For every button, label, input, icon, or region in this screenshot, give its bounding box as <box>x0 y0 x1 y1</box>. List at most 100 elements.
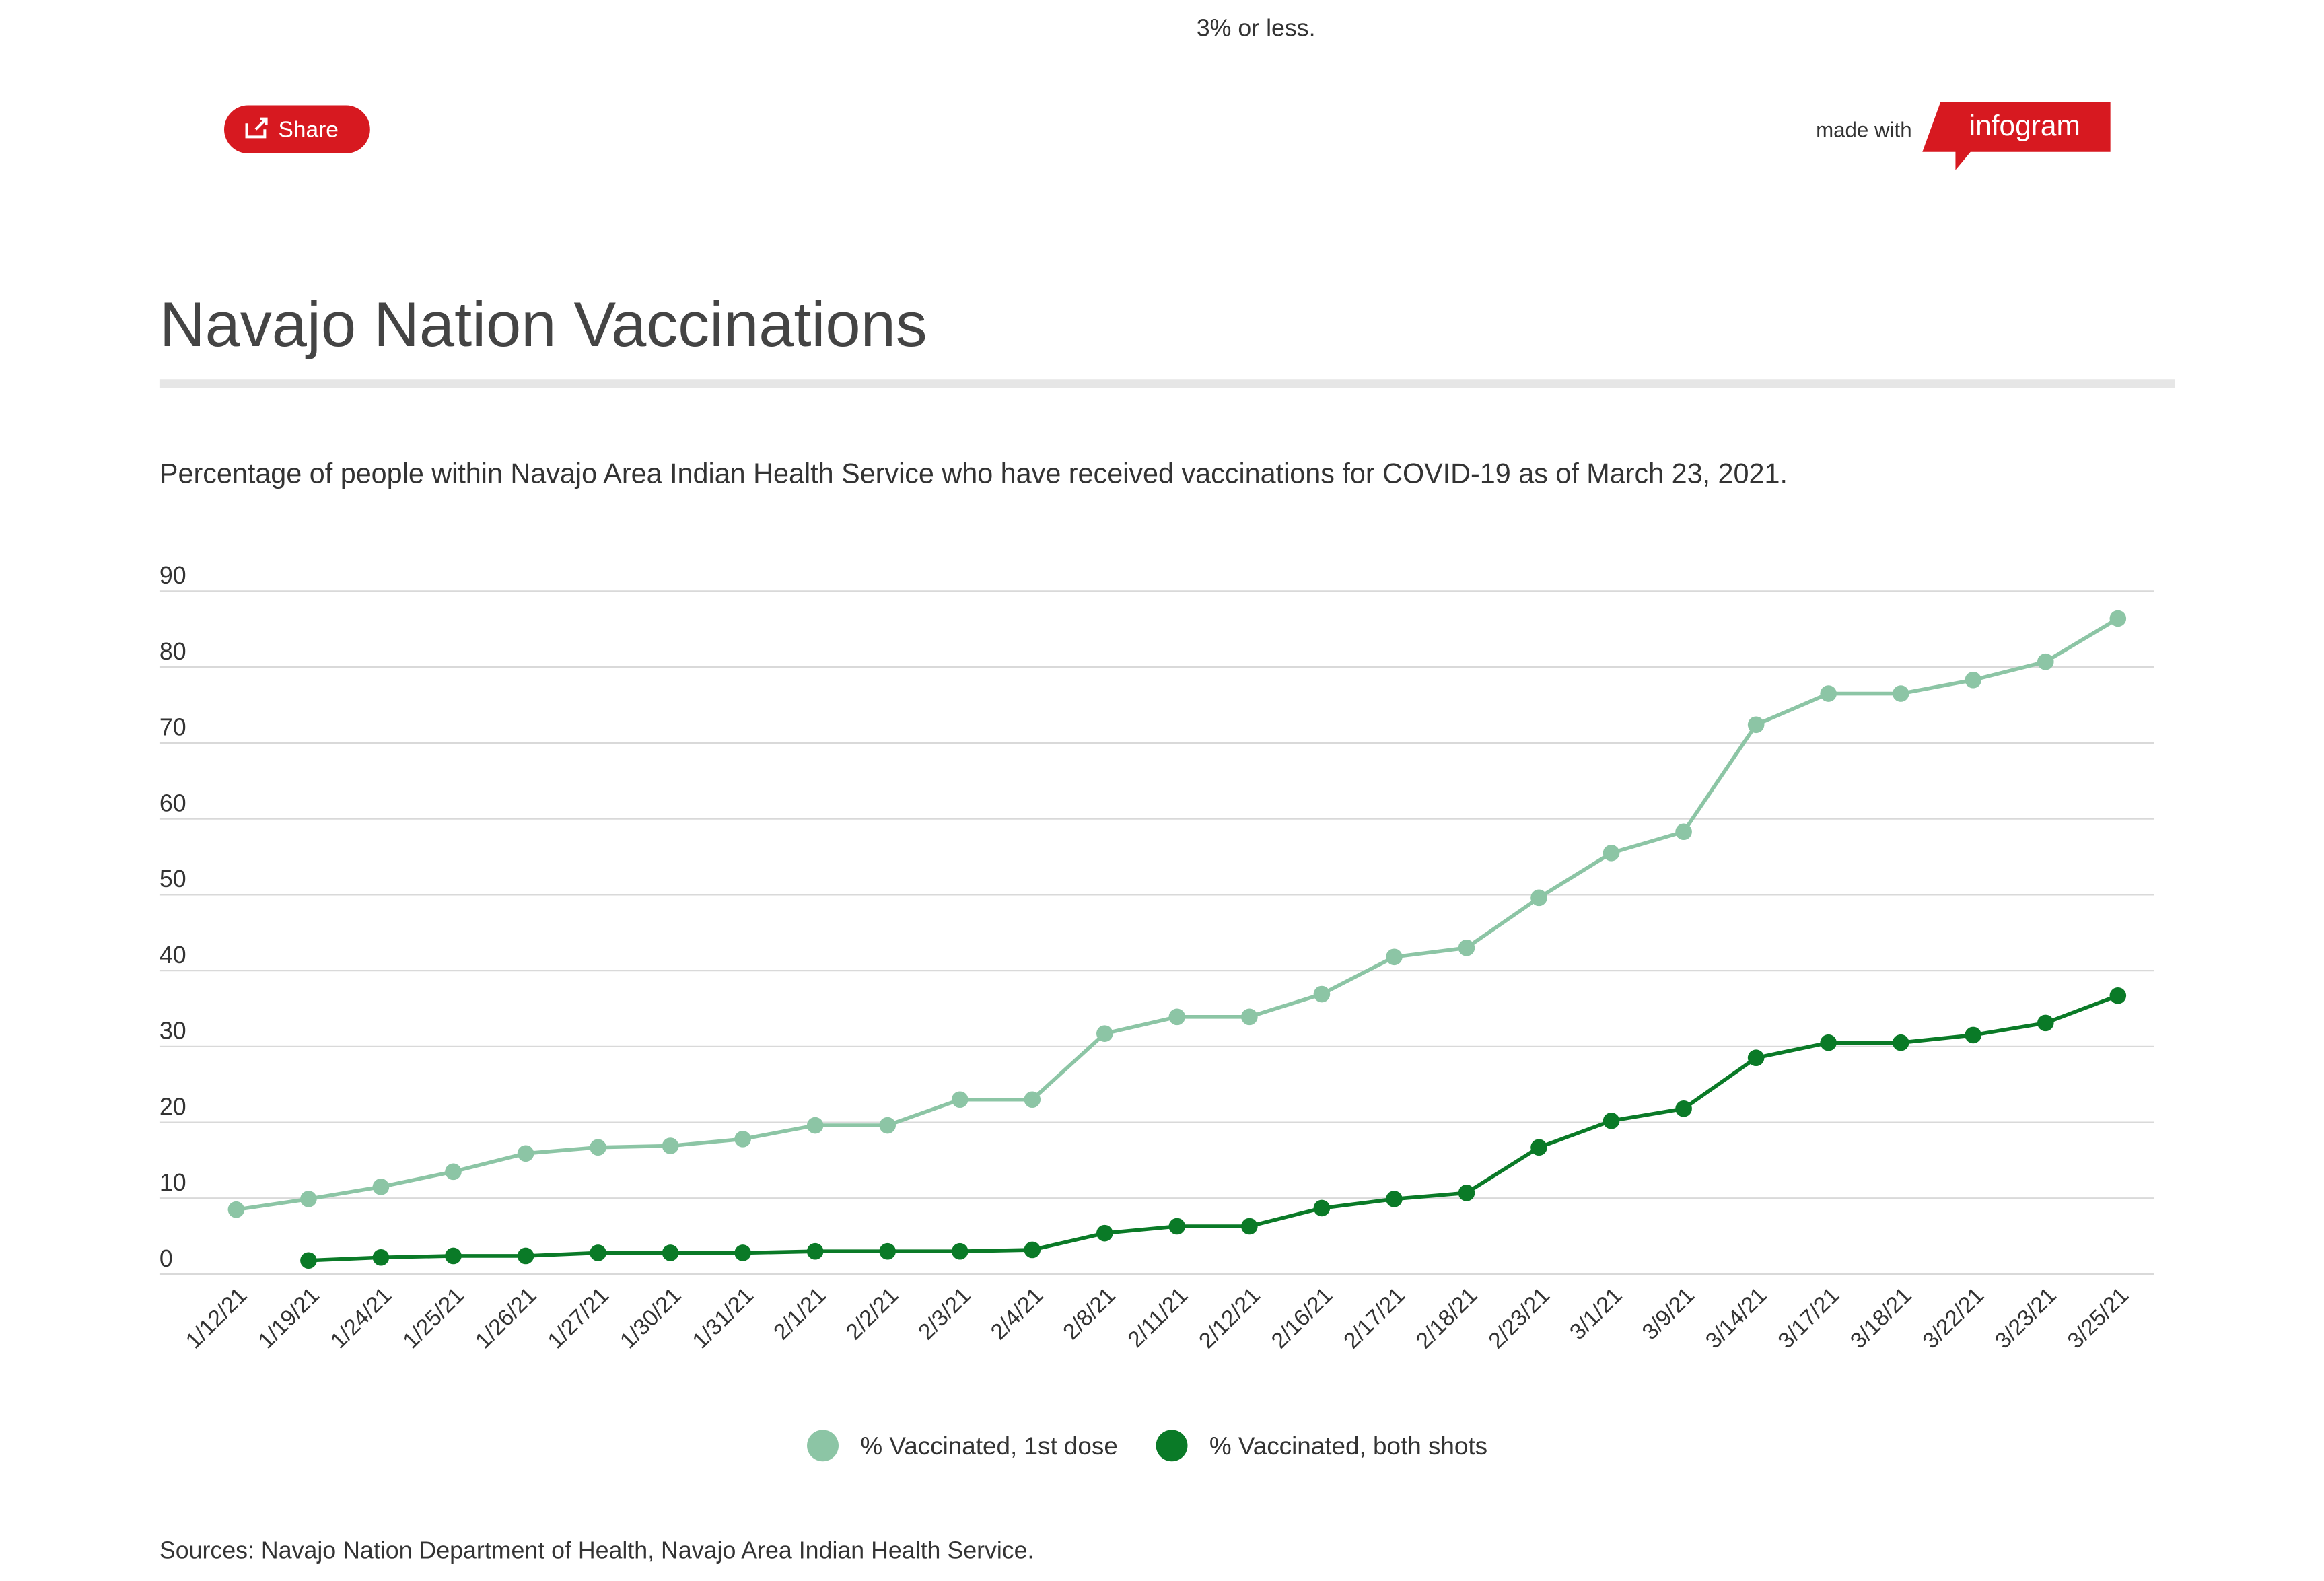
x-tick-label: 3/25/21 <box>2063 1283 2134 1354</box>
data-point <box>1603 845 1620 862</box>
data-point <box>1096 1025 1113 1042</box>
x-tick-label: 2/2/21 <box>841 1283 903 1345</box>
x-tick-label: 3/17/21 <box>1773 1283 1844 1354</box>
data-point <box>1820 1034 1837 1051</box>
data-point <box>734 1244 751 1261</box>
data-point <box>662 1137 679 1154</box>
data-point <box>1024 1091 1041 1109</box>
data-point <box>1675 1100 1692 1117</box>
x-tick-label: 3/9/21 <box>1638 1283 1699 1345</box>
data-point <box>951 1091 969 1109</box>
x-tick-label: 1/19/21 <box>254 1283 324 1354</box>
data-point <box>445 1247 462 1265</box>
data-point <box>662 1244 679 1261</box>
data-point <box>1530 1139 1547 1156</box>
header-note: 3% or less. <box>1197 15 1316 42</box>
data-point <box>372 1249 390 1266</box>
x-tick-label: 1/31/21 <box>688 1283 759 1354</box>
x-tick-label: 2/23/21 <box>1484 1283 1555 1354</box>
share-bg[interactable] <box>224 105 370 153</box>
y-tick-label: 40 <box>160 942 186 969</box>
data-point <box>951 1242 969 1260</box>
data-point <box>734 1131 751 1148</box>
data-point <box>879 1117 896 1134</box>
x-tick-label: 1/27/21 <box>543 1283 614 1354</box>
data-point <box>590 1139 606 1156</box>
y-tick-label: 50 <box>160 866 186 892</box>
series-line <box>308 993 2119 1263</box>
data-point <box>1241 1218 1258 1235</box>
x-tick-label: 2/12/21 <box>1195 1283 1265 1354</box>
y-tick-label: 90 <box>160 562 186 589</box>
y-tick-label: 10 <box>160 1169 186 1196</box>
x-tick-label: 3/1/21 <box>1565 1283 1627 1345</box>
y-tick-label: 60 <box>160 789 186 816</box>
data-point <box>1168 1008 1186 1026</box>
legend-swatch <box>1156 1430 1188 1462</box>
made-with: made with <box>1816 118 1912 141</box>
y-tick-label: 30 <box>160 1018 186 1045</box>
data-point <box>1313 985 1331 1003</box>
share-button[interactable]: Share <box>224 105 370 153</box>
data-point <box>1892 685 1909 702</box>
chart-title: Navajo Nation Vaccinations <box>160 289 927 359</box>
data-point <box>1313 1199 1331 1217</box>
y-tick-label: 0 <box>160 1245 173 1272</box>
data-point <box>1965 671 1982 689</box>
x-tick-label: 2/3/21 <box>914 1283 976 1345</box>
legend-label: % Vaccinated, both shots <box>1209 1432 1487 1460</box>
data-point <box>2037 653 2054 670</box>
data-point <box>1747 716 1765 734</box>
x-tick-label: 2/16/21 <box>1267 1283 1337 1354</box>
data-point <box>806 1117 824 1134</box>
data-point <box>1458 939 1475 956</box>
x-tick-label: 3/18/21 <box>1846 1283 1917 1354</box>
y-tick-label: 20 <box>160 1093 186 1120</box>
share-icon[interactable] <box>245 117 268 139</box>
chart-source: Sources: Navajo Nation Department of Hea… <box>160 1537 1034 1564</box>
data-point <box>1675 823 1692 841</box>
data-point <box>1458 1185 1475 1201</box>
data-point <box>2109 987 2127 1004</box>
x-tick-label: 2/11/21 <box>1123 1283 1193 1352</box>
share-label[interactable]: Share <box>278 117 338 142</box>
data-point <box>1096 1224 1113 1242</box>
y-tick-label: 80 <box>160 638 186 665</box>
data-point <box>1168 1218 1186 1235</box>
brand-logo[interactable] <box>1922 102 2111 170</box>
data-point <box>300 1252 317 1269</box>
data-point <box>590 1244 606 1261</box>
data-point <box>1965 1026 1982 1044</box>
x-tick-label: 1/12/21 <box>181 1283 252 1354</box>
x-tick-label: 2/17/21 <box>1339 1283 1410 1354</box>
data-point <box>1024 1241 1041 1259</box>
data-point <box>517 1247 534 1265</box>
data-point <box>1820 685 1837 702</box>
data-point <box>372 1179 390 1195</box>
data-point <box>1241 1008 1258 1026</box>
data-point <box>1747 1049 1765 1067</box>
data-point <box>1386 1191 1403 1207</box>
x-tick-label: 1/26/21 <box>470 1283 541 1354</box>
x-tick-label: 3/14/21 <box>1701 1283 1771 1354</box>
data-point <box>879 1242 896 1260</box>
data-point <box>2109 610 2127 627</box>
legend-label: % Vaccinated, 1st dose <box>860 1432 1117 1460</box>
title-rule <box>159 379 2175 388</box>
data-point <box>2037 1014 2054 1032</box>
x-tick-label: 2/18/21 <box>1411 1283 1482 1354</box>
y-tick-label: 70 <box>160 714 186 741</box>
data-point <box>300 1191 317 1207</box>
x-tick-label: 2/1/21 <box>769 1283 831 1345</box>
x-tick-label: 2/4/21 <box>986 1283 1048 1345</box>
series-line <box>236 617 2119 1211</box>
x-tick-label: 1/25/21 <box>398 1283 469 1354</box>
x-tick-label: 3/23/21 <box>1991 1283 2062 1354</box>
brand-label[interactable]: infogram <box>1969 110 2080 141</box>
chart-subtitle: Percentage of people within Navajo Area … <box>160 458 1788 489</box>
x-tick-label: 1/30/21 <box>615 1283 686 1354</box>
data-point <box>806 1242 824 1260</box>
data-point <box>1386 948 1403 966</box>
data-point <box>227 1201 245 1218</box>
